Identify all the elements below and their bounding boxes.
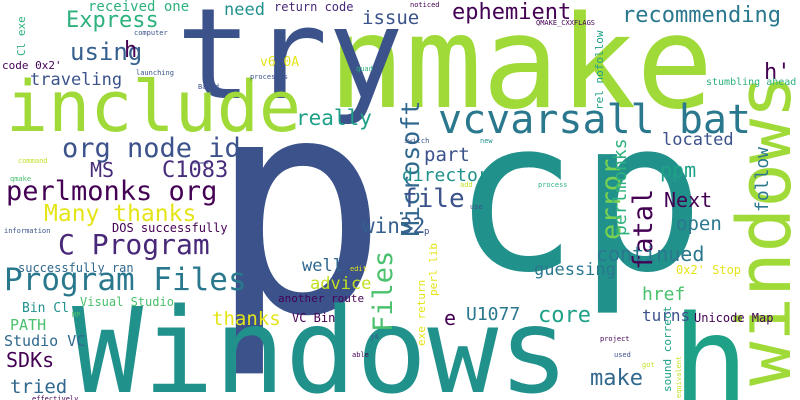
word-continued: continued [596,242,705,266]
word-add: add [460,181,473,189]
word-h: h [672,289,750,400]
word-equivalent-vertical: equivalent [675,355,683,398]
word-sound-correct-vertical: sound correct [661,305,674,392]
word-advice: advice [310,274,372,294]
word-include: include [6,66,302,148]
word-able: able [352,351,369,359]
word-received-one: received one [88,0,190,15]
word-j4: j4 [370,333,379,341]
word-next: Next [664,188,713,212]
word-traveling: traveling [30,70,123,90]
word-code-0x2: code 0x2' [2,59,62,72]
word-ms: MS [90,158,115,182]
word-perlmonks-vertical: perlmonks [610,138,631,236]
word-edit: edit [350,265,367,273]
word-tried: tried [10,376,68,398]
word-studio-vc: Studio VC [4,332,86,350]
word-u1077: U1077 [466,304,521,325]
word-cl-exe-vertical: Cl exe [15,16,28,56]
word-bin-cl: Bin Cl [22,301,69,316]
word-ephemient: ephemient [452,0,572,25]
word-mp: MP [72,311,81,319]
word-c-program: C Program [58,228,210,261]
word-sdks: SDKs [6,348,55,372]
word-make: make [590,366,643,391]
word-based: Based [198,83,220,91]
word-guessing: guessing [534,260,616,280]
word-p-small: p [424,227,430,237]
word-quad: quad [356,65,373,73]
word-use: use [470,203,483,211]
word-try: try [176,0,404,128]
word-files-vertical: Files [368,250,399,332]
word-really: really [296,106,372,130]
word-using: using [70,38,143,66]
word-launching: launching [136,69,174,77]
word-thanks: thanks [212,308,281,330]
word-program-files: Program Files [4,262,247,298]
word-switch: switch [404,137,430,145]
word-command: command [18,157,48,165]
word-path: PATH [10,316,47,334]
word-process: process [538,181,568,189]
word-cp: cp [452,74,705,319]
word-need: need [224,0,265,20]
word-dos-successfully: DOS successfully [112,221,228,235]
word-got: got [642,361,655,369]
word-return-code: return code [274,0,354,14]
word-c1083: C1083 [162,158,229,183]
word-well: well [302,256,343,276]
word-href: href [642,284,686,305]
word-perlmonks-org: perlmonks org [6,176,218,207]
word-exe-return-vertical: exe return [415,279,428,346]
word-v6-0a: v6 0A [260,55,300,70]
word-open: open [676,213,722,235]
word-visual-studio: Visual Studio [80,295,174,309]
word-turns: turns [642,306,691,325]
word-express: Express [66,8,159,33]
word-nmake: nmake [328,0,714,138]
word-e: e [444,306,457,330]
word-vcvarsall-bat: vcvarsall bat [438,97,752,143]
word-information: information [4,227,51,235]
word-qmake: qmake [10,175,32,183]
word-h-prime: h' [764,60,791,85]
word-project: project [600,335,630,343]
word-win32: win32 [362,214,426,238]
word-computer: computer [134,29,168,37]
word-part: part [424,144,470,166]
word-windows-large: Windows [72,282,570,400]
word-effectively: effectively [32,395,79,400]
word-core: core [538,303,591,328]
word-stumbling-ahead: stumbling ahead [706,77,797,88]
word-p: p [208,33,389,382]
word-located: located [662,130,734,150]
word-ppm: ppm [660,158,697,182]
word-rel-nofollow-vertical: rel nofollow [593,30,606,110]
word-qmake-cxxflags: QMAKE_CXXFLAGS [536,19,596,27]
word-0x2-stop: 0x2' Stop [676,263,742,277]
word-issue: issue [362,7,420,29]
word-many-thanks: Many thanks [44,201,197,227]
word-recommending: recommending [622,3,781,28]
word-new: new [480,137,493,145]
word-file: file [402,184,465,214]
word-successfully-ran: successfully ran [18,261,134,275]
word-vc-bin: VC Bin [292,311,336,325]
word-directory: directory [402,165,500,186]
word-h-small: h [124,38,138,63]
word-org-node-id: org node_id [62,133,241,164]
word-another-route: another route [278,292,365,305]
word-used: used [614,351,631,359]
word-unicode-map: Unicode Map [694,311,774,325]
word-follow-vertical: follow [752,146,773,212]
word-perl-lib-vertical: perl lib [427,243,440,296]
word-noticed: noticed [410,1,440,9]
word-processes: processes [250,73,288,81]
